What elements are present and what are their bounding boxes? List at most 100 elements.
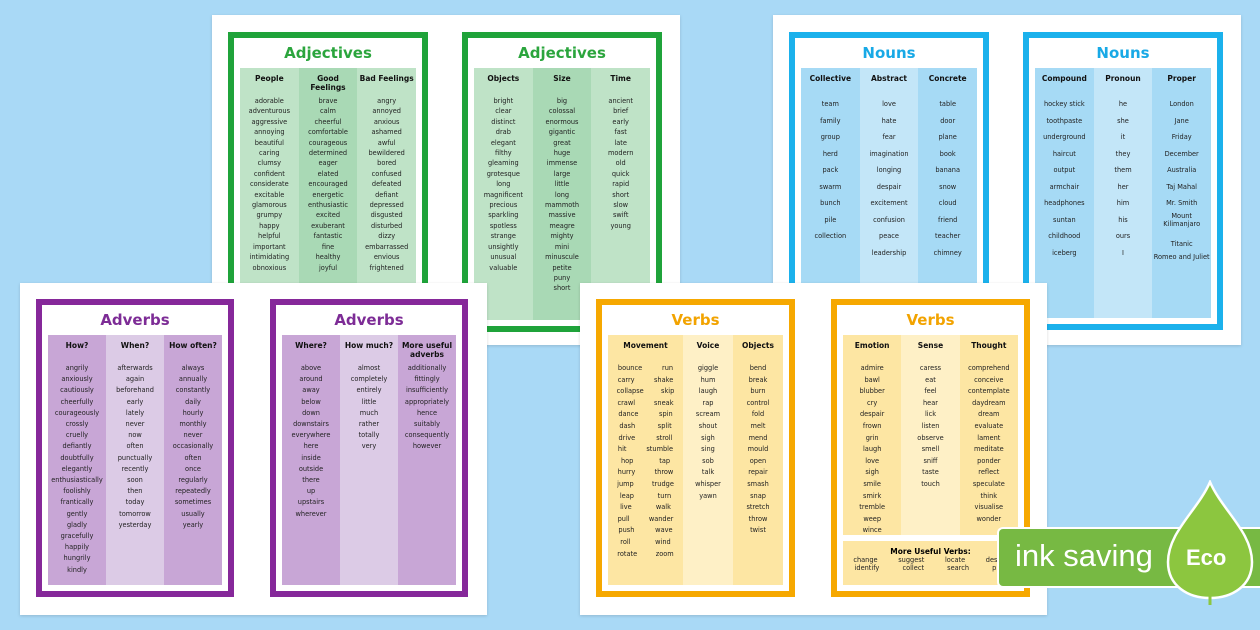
- word: sparkling: [488, 211, 519, 220]
- word: contemplate: [968, 387, 1010, 396]
- word: happy: [259, 221, 280, 230]
- word: rotate: [617, 549, 638, 558]
- word: bounce: [617, 364, 643, 372]
- word: yesterday: [118, 520, 152, 529]
- word: immense: [546, 159, 578, 168]
- word: December: [1164, 149, 1199, 158]
- word: brief: [613, 107, 629, 116]
- word: courageously: [54, 408, 100, 417]
- adverbs-sheet: Adverbs How? angrily anxiously cautiously che…: [20, 283, 487, 615]
- word: hear: [922, 398, 938, 407]
- word-pair: live walk: [608, 502, 683, 514]
- verbs-card-2: Verbs Emotion admire bawl blubber cry despair f…: [831, 299, 1030, 597]
- word: bored: [377, 159, 397, 168]
- word: punctually: [117, 453, 153, 462]
- word: defiantly: [62, 442, 92, 451]
- word: away: [302, 386, 320, 395]
- word: excitable: [254, 190, 285, 199]
- word: eager: [318, 159, 338, 168]
- word: distinct: [491, 117, 516, 126]
- word: live: [620, 503, 632, 512]
- word: snow: [939, 182, 957, 191]
- word: constantly: [175, 386, 211, 395]
- word: comfortable: [308, 128, 348, 137]
- word-columns: Emotion admire bawl blubber cry despair frown g…: [843, 335, 1018, 535]
- word: cheerful: [314, 117, 342, 126]
- word-column: Abstract love hate fear imagination longing de…: [859, 68, 919, 318]
- word: never: [125, 420, 145, 429]
- word-columns: Compound hockey stick toothpaste undergroun…: [1035, 68, 1212, 318]
- word: cautiously: [60, 386, 94, 395]
- verb-row: identifycollectsearchplan: [843, 564, 1018, 572]
- word: reflect: [978, 468, 1000, 477]
- word: banana: [935, 166, 961, 174]
- word: laugh: [698, 387, 718, 396]
- word: roll: [620, 537, 631, 546]
- word: speculate: [972, 479, 1005, 488]
- word: confused: [371, 169, 402, 178]
- word: shake: [653, 375, 674, 384]
- verb-row: change suggest locate design: [843, 556, 1018, 564]
- word: soon: [127, 476, 143, 485]
- column-header: Emotion: [854, 341, 890, 350]
- word: toothpaste: [1046, 116, 1083, 125]
- word: excited: [316, 211, 341, 220]
- word: table: [939, 100, 957, 108]
- word: touch: [921, 479, 940, 488]
- column-header: Abstract: [871, 74, 908, 83]
- word-column: Objects bend break burn control fold melt mend m…: [733, 335, 783, 585]
- word: early: [126, 397, 144, 406]
- word: Australia: [1167, 166, 1197, 174]
- word: grin: [865, 433, 879, 442]
- word: adorable: [254, 97, 284, 105]
- eco-badge-label: Eco: [1186, 545, 1227, 570]
- word-pair: push wave: [608, 525, 683, 537]
- word: hop: [620, 456, 634, 465]
- word: crawl: [617, 398, 636, 407]
- word: young: [610, 221, 631, 230]
- word: snap: [750, 491, 766, 500]
- word: tap: [659, 456, 671, 465]
- word: huge: [553, 149, 571, 158]
- word: stumble: [646, 445, 674, 454]
- word: carry: [617, 375, 635, 384]
- word: her: [1117, 182, 1129, 191]
- word: never: [183, 431, 203, 440]
- column-header: Voice: [696, 341, 720, 350]
- column-header: Proper: [1167, 74, 1196, 83]
- word: cry: [867, 398, 878, 407]
- word: cruelly: [65, 431, 89, 440]
- word-pair: carry shake: [608, 375, 683, 387]
- word: eat: [925, 375, 936, 384]
- word: mend: [748, 433, 768, 442]
- card-title: Nouns: [1096, 44, 1150, 62]
- word: obnoxious: [252, 263, 287, 272]
- word: fear: [882, 133, 896, 141]
- column-header: Bad Feelings: [359, 74, 414, 83]
- word: friend: [938, 215, 958, 224]
- word: think: [980, 491, 998, 500]
- column-header: When?: [120, 341, 150, 350]
- word: pack: [822, 166, 839, 174]
- word-column: Thought comprehend conceive contemplate dayd…: [959, 335, 1018, 535]
- word-pair: hop tap: [608, 456, 683, 468]
- word-pair: leap turn: [608, 491, 683, 503]
- word: everywhere: [291, 431, 331, 440]
- word: spotless: [489, 221, 517, 230]
- word: fold: [751, 410, 765, 419]
- word-pair: bounce run: [608, 363, 683, 375]
- word: defiant: [375, 190, 399, 199]
- word-pair: collapse skip: [608, 386, 683, 398]
- word: wind: [655, 537, 671, 546]
- word: herd: [822, 149, 838, 158]
- word: fantastic: [313, 232, 343, 241]
- word: intimidating: [249, 253, 290, 262]
- word: gladly: [67, 520, 87, 529]
- word: search: [947, 564, 970, 572]
- word: healthy: [315, 253, 341, 262]
- word: run: [662, 364, 674, 372]
- word: big: [556, 97, 568, 105]
- word-pair: jump trudge: [608, 479, 683, 491]
- column-header: Time: [610, 74, 631, 83]
- word: group: [820, 133, 840, 141]
